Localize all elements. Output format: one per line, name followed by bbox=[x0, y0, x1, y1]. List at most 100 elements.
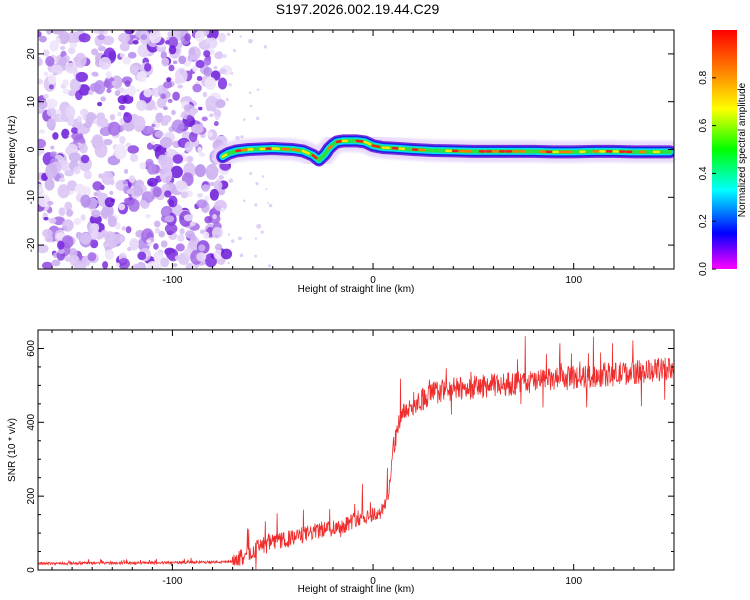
noise-dot bbox=[260, 230, 264, 234]
signal-core bbox=[301, 149, 311, 155]
colorbar-gradient bbox=[712, 30, 737, 269]
noise-blob bbox=[50, 69, 55, 73]
noise-blob bbox=[69, 78, 81, 92]
noise-dot bbox=[227, 261, 230, 265]
bottom-y-axis-label: SNR (10 * v/v) bbox=[7, 418, 18, 482]
noise-blob bbox=[66, 31, 80, 44]
noise-blob bbox=[192, 65, 198, 73]
noise-blob bbox=[196, 199, 208, 209]
noise-blob bbox=[122, 56, 132, 65]
noise-dot bbox=[228, 83, 232, 87]
noise-blob bbox=[162, 114, 172, 123]
noise-blob bbox=[62, 88, 70, 95]
noise-blob bbox=[189, 221, 196, 227]
noise-dot bbox=[242, 199, 246, 203]
noise-blob bbox=[118, 257, 130, 269]
noise-blob bbox=[135, 89, 141, 92]
noise-blob bbox=[203, 56, 212, 66]
noise-blob bbox=[180, 191, 189, 199]
noise-dot bbox=[243, 118, 246, 121]
noise-blob bbox=[146, 261, 160, 269]
noise-blob bbox=[203, 50, 211, 58]
noise-blob bbox=[59, 56, 68, 66]
noise-blob bbox=[107, 121, 121, 136]
noise-blob bbox=[130, 64, 140, 74]
top-x-axis-label: Height of straight line (km) bbox=[298, 284, 415, 295]
bottom-plot-frame bbox=[37, 329, 675, 571]
noise-blob bbox=[68, 152, 82, 163]
noise-blob bbox=[101, 204, 114, 218]
noise-blob bbox=[122, 180, 128, 185]
noise-blob bbox=[186, 114, 193, 122]
noise-blob bbox=[171, 109, 176, 116]
noise-dot bbox=[239, 35, 242, 38]
noise-blob bbox=[49, 126, 55, 131]
noise-blob bbox=[209, 113, 214, 118]
signal-core bbox=[291, 148, 301, 152]
noise-blob bbox=[93, 30, 100, 34]
noise-blob bbox=[194, 164, 207, 178]
noise-blob bbox=[161, 57, 170, 67]
noise-blob bbox=[198, 244, 206, 252]
noise-dot bbox=[226, 32, 231, 37]
noise-blob bbox=[107, 215, 117, 228]
noise-blob bbox=[185, 262, 194, 269]
noise-dot bbox=[240, 135, 244, 139]
noise-blob bbox=[188, 131, 198, 143]
noise-blob bbox=[160, 257, 170, 268]
noise-blob bbox=[184, 141, 194, 153]
noise-dot bbox=[256, 116, 260, 121]
noise-blob bbox=[123, 168, 129, 174]
noise-blob bbox=[45, 56, 55, 67]
noise-dot bbox=[268, 264, 271, 268]
noise-blob bbox=[172, 91, 180, 101]
noise-blob bbox=[78, 33, 91, 43]
noise-dot bbox=[230, 239, 235, 243]
top-x-tick-label: -100 bbox=[162, 275, 182, 286]
noise-blob bbox=[38, 183, 44, 193]
noise-dot bbox=[266, 201, 269, 205]
noise-blob bbox=[112, 233, 126, 244]
noise-blob bbox=[96, 117, 109, 127]
noise-dot bbox=[261, 175, 265, 178]
noise-blob bbox=[202, 91, 208, 98]
noise-blob bbox=[205, 163, 219, 181]
noise-blob bbox=[170, 165, 183, 179]
noise-blob bbox=[124, 80, 131, 87]
noise-blob bbox=[171, 30, 182, 36]
noise-region bbox=[38, 30, 273, 269]
noise-blob bbox=[89, 82, 102, 92]
noise-blob bbox=[178, 55, 187, 65]
noise-blob bbox=[213, 109, 222, 118]
noise-blob bbox=[67, 118, 75, 126]
noise-blob bbox=[47, 200, 54, 206]
noise-blob bbox=[210, 181, 215, 186]
noise-blob bbox=[80, 108, 89, 117]
noise-blob bbox=[91, 71, 99, 77]
signal-core bbox=[355, 139, 364, 143]
noise-blob bbox=[87, 252, 97, 262]
noise-blob bbox=[109, 113, 116, 121]
noise-blob bbox=[114, 89, 121, 97]
noise-blob bbox=[123, 112, 133, 124]
noise-blob bbox=[214, 51, 224, 60]
noise-blob bbox=[172, 154, 184, 164]
noise-blob bbox=[58, 177, 66, 183]
noise-blob bbox=[168, 36, 179, 49]
snr-series-line bbox=[38, 336, 674, 570]
bottom-y-tick-label: 400 bbox=[26, 414, 37, 431]
noise-blob bbox=[48, 84, 54, 90]
noise-blob bbox=[123, 197, 130, 204]
noise-blob bbox=[126, 188, 134, 195]
noise-dot bbox=[239, 253, 244, 258]
noise-blob bbox=[207, 131, 213, 138]
noise-blob bbox=[90, 230, 99, 240]
top-x-tick-label: 0 bbox=[370, 275, 376, 286]
noise-blob bbox=[38, 100, 48, 110]
noise-blob bbox=[79, 232, 92, 245]
noise-blob bbox=[132, 184, 144, 197]
noise-blob bbox=[105, 71, 112, 79]
noise-blob bbox=[212, 214, 217, 220]
noise-blob bbox=[38, 35, 47, 43]
